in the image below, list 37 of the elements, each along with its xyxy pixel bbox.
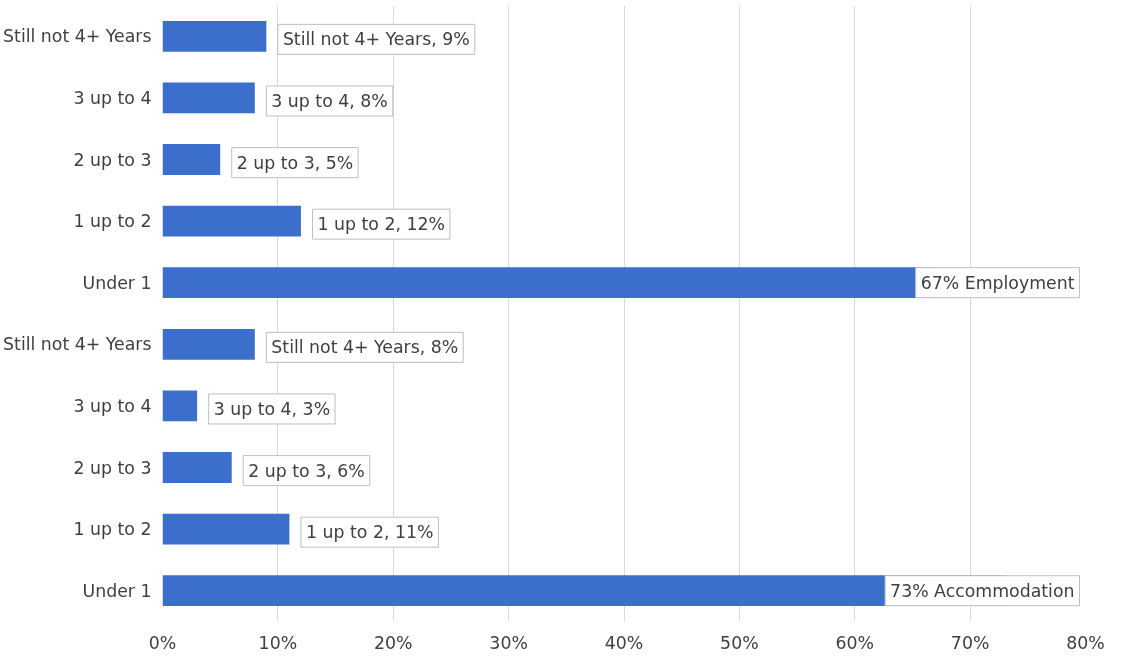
y-tick-label: Under 1: [82, 580, 152, 601]
bar: [162, 205, 301, 237]
y-tick-label: Still not 4+ Years: [3, 334, 152, 355]
x-tick-label: 20%: [373, 632, 413, 653]
x-tick-label: 0%: [148, 632, 177, 653]
bar: [162, 82, 255, 114]
x-tick-label: 70%: [950, 632, 990, 653]
y-tick-label: 1 up to 2: [73, 211, 152, 232]
y-tick-label: 2 up to 3: [73, 149, 152, 170]
y-tick-label: 1 up to 2: [73, 519, 152, 540]
data-label: 1 up to 2, 11%: [305, 522, 434, 543]
x-tick-label: 80%: [1066, 632, 1105, 653]
y-tick-label: 3 up to 4: [73, 87, 152, 108]
y-tick-label: 2 up to 3: [73, 457, 152, 478]
x-tick-label: 30%: [489, 632, 528, 653]
data-label: 1 up to 2, 12%: [317, 214, 445, 235]
x-tick-label: 10%: [258, 632, 298, 653]
data-label: 2 up to 3, 6%: [248, 460, 365, 481]
bar: [162, 513, 290, 545]
x-tick-label: 50%: [720, 632, 759, 653]
y-tick-label: Still not 4+ Years: [3, 26, 152, 47]
x-tick-label: 60%: [835, 632, 875, 653]
data-label: 3 up to 4, 3%: [213, 398, 331, 419]
bar: [162, 452, 232, 483]
x-tick-label: 40%: [604, 632, 644, 653]
bar: [162, 390, 198, 422]
bar: [162, 144, 221, 175]
bar: [162, 328, 255, 360]
data-label: 3 up to 4, 8%: [271, 90, 388, 111]
data-label: Still not 4+ Years, 8%: [271, 337, 459, 358]
data-label: 67% Employment: [920, 272, 1075, 293]
y-tick-label: Under 1: [82, 272, 152, 293]
data-label: 73% Accommodation: [890, 580, 1075, 601]
bar: [162, 20, 267, 52]
y-tick-label: 3 up to 4: [73, 395, 152, 416]
data-label: 2 up to 3, 5%: [236, 152, 354, 173]
data-label: Still not 4+ Years, 9%: [282, 29, 470, 50]
